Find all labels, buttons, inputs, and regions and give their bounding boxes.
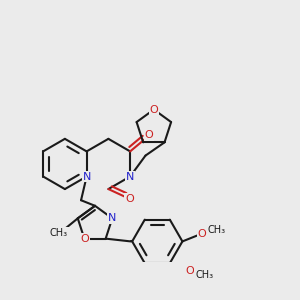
Text: O: O [80,234,89,244]
Text: O: O [145,130,154,140]
Text: N: N [82,172,91,182]
Text: CH₃: CH₃ [50,228,68,238]
Text: CH₃: CH₃ [208,225,226,235]
Text: O: O [125,194,134,204]
Text: N: N [126,172,134,182]
Text: CH₃: CH₃ [195,270,213,280]
Text: O: O [149,104,158,115]
Text: O: O [185,266,194,276]
Text: N: N [108,213,116,223]
Text: O: O [198,229,206,239]
